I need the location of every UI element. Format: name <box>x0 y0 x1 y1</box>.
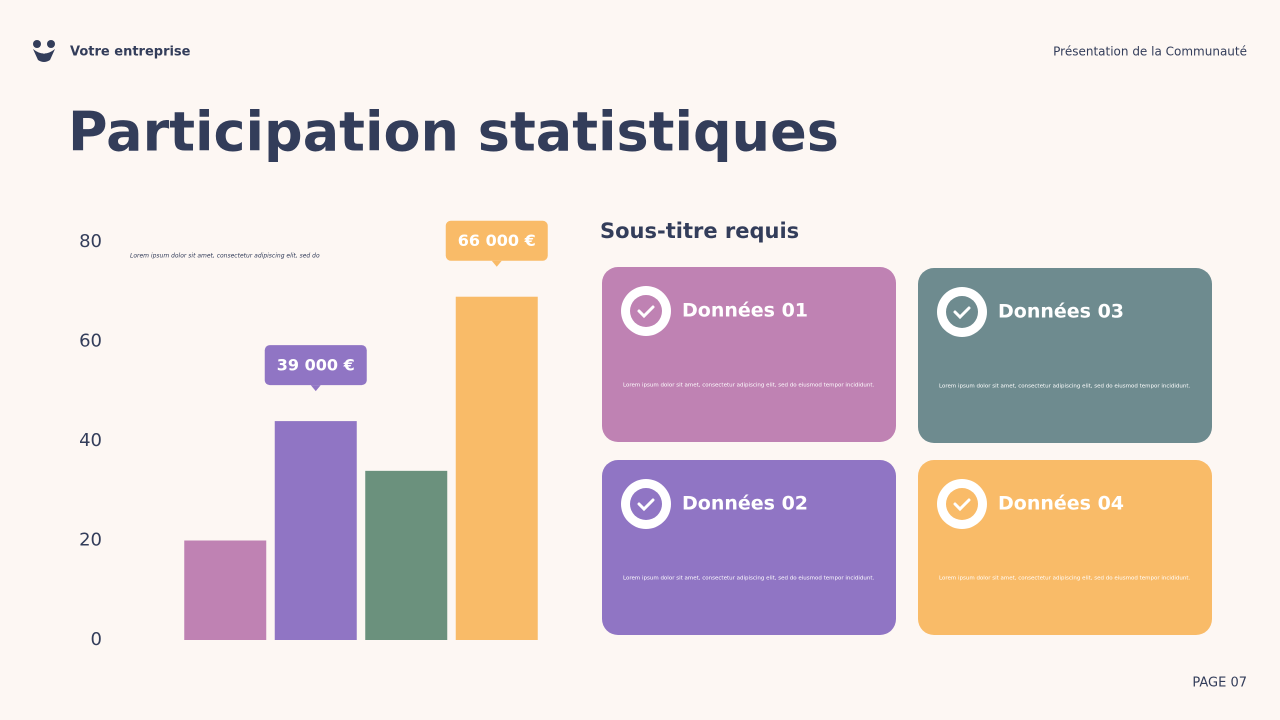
y-tick-label: 80 <box>79 231 102 252</box>
logo <box>33 40 55 62</box>
callout <box>264 345 367 386</box>
bar <box>455 296 538 640</box>
y-tick-label: 20 <box>79 530 102 551</box>
cards: Données 01 Lorem ipsum dolor sit amet, co… <box>602 267 1212 635</box>
icon-core <box>946 296 978 328</box>
icon-check <box>637 305 655 319</box>
chart-note: Lorem ipsum dolor sit amet, consectetur … <box>130 253 320 260</box>
card-text: Lorem ipsum dolor sit amet, consectetur … <box>623 383 875 389</box>
card-title: Données 01 <box>682 300 808 322</box>
slide-title: Participation statistiques <box>68 101 839 164</box>
card <box>918 268 1212 443</box>
context: Présentation de la Communauté <box>1053 45 1247 59</box>
subtitle: Sous-titre requis <box>600 219 799 243</box>
icon-core <box>630 295 662 327</box>
card-text: Lorem ipsum dolor sit amet, consectetur … <box>623 576 875 582</box>
icon-check <box>637 498 655 512</box>
icon-check <box>953 306 971 320</box>
company: Votre entreprise <box>70 45 191 60</box>
card-text: Lorem ipsum dolor sit amet, consectetur … <box>939 384 1191 390</box>
y-tick-label: 60 <box>79 331 102 352</box>
icon-check <box>953 498 971 512</box>
card-title: Données 04 <box>998 493 1124 515</box>
y-tick-label: 0 <box>91 629 102 650</box>
card-title: Données 02 <box>682 493 808 515</box>
bar <box>365 470 448 640</box>
page-number: PAGE 07 <box>1192 676 1247 691</box>
bar <box>274 421 357 640</box>
card <box>602 460 896 635</box>
card <box>918 460 1212 635</box>
bar <box>184 540 267 640</box>
y-tick-label: 40 <box>79 430 102 451</box>
card-text: Lorem ipsum dolor sit amet, consectetur … <box>939 576 1191 582</box>
callout <box>445 220 548 261</box>
icon-core <box>946 488 978 520</box>
callout-label: 66 000 € <box>458 231 536 250</box>
icon-core <box>630 488 662 520</box>
callout-tip <box>491 260 502 267</box>
callout-tip <box>310 385 321 392</box>
callout-label: 39 000 € <box>277 356 355 375</box>
card-title: Données 03 <box>998 301 1124 323</box>
card <box>602 267 896 442</box>
